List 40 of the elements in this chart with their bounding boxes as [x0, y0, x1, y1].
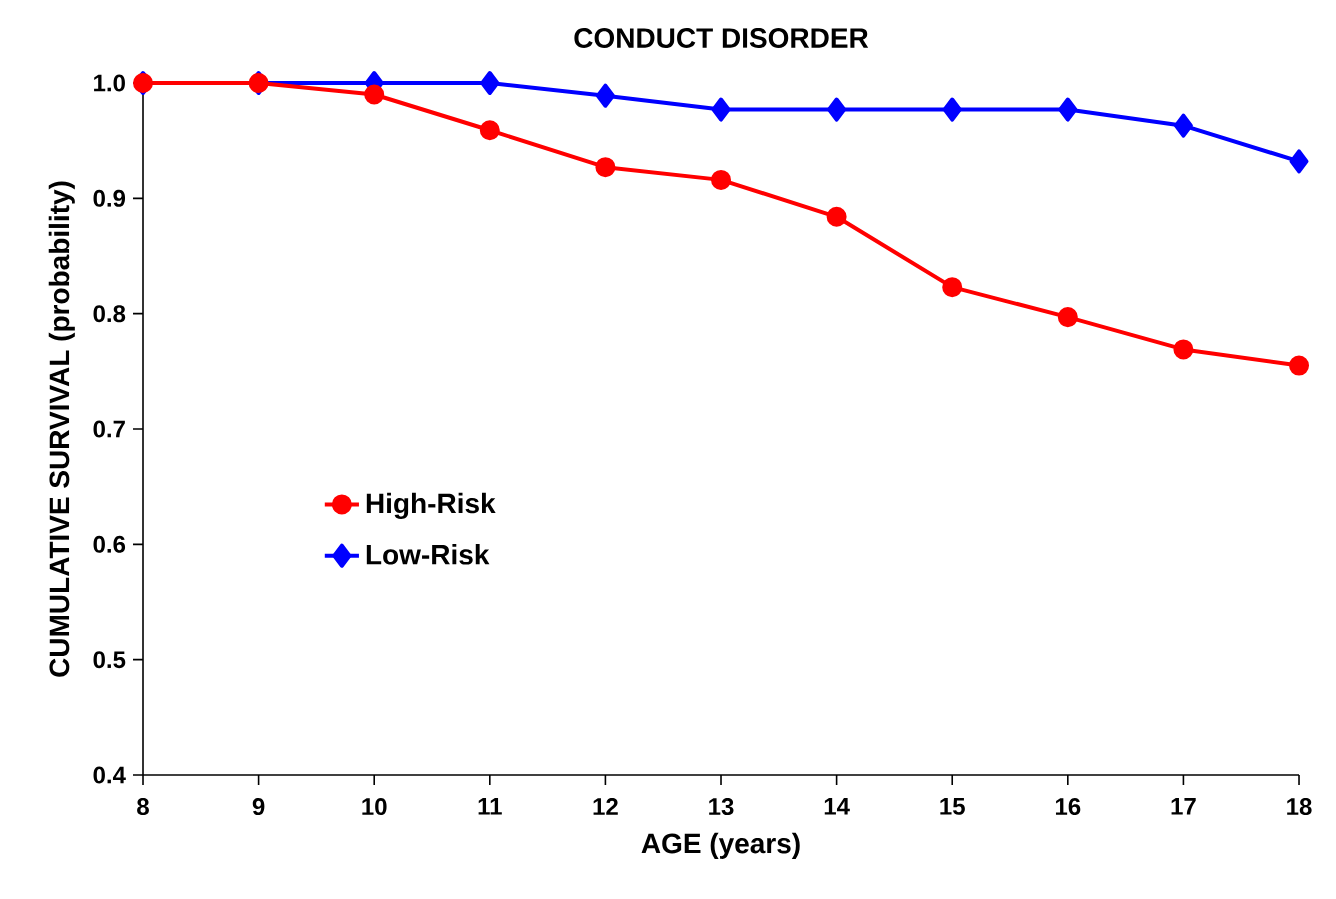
y-tick-label: 0.6: [93, 535, 126, 553]
point: [711, 169, 732, 190]
point: [826, 206, 847, 227]
point: [942, 97, 962, 122]
point: [1289, 149, 1309, 174]
point: [595, 83, 615, 108]
point: [1173, 113, 1193, 138]
chart-title: CONDUCT DISORDER: [574, 28, 869, 48]
point: [595, 157, 616, 178]
point: [942, 277, 963, 298]
legend-label: High-Risk: [366, 492, 496, 519]
y-tick-label: 0.7: [93, 420, 125, 438]
y-tick-label: 0.4: [93, 766, 126, 784]
x-tick-label: 13: [709, 798, 734, 816]
legend-label: Low-Risk: [366, 544, 490, 565]
point: [480, 71, 500, 95]
point: [1173, 339, 1194, 360]
x-tick-label: 10: [362, 798, 387, 816]
y-axis-title: CUMULATIVE SURVIVAL (probability): [48, 181, 75, 677]
y-tick-label: 0.9: [93, 189, 126, 207]
point: [827, 97, 847, 122]
x-tick-label: 18: [1287, 798, 1312, 816]
point: [1289, 355, 1310, 376]
y-tick-label: 1.0: [94, 74, 125, 92]
x-tick-label: 8: [137, 798, 149, 816]
x-tick-label: 12: [593, 798, 618, 815]
point: [1057, 307, 1078, 328]
x-tick-label: 15: [940, 798, 965, 815]
x-tick-label: 14: [824, 798, 850, 815]
x-tick-label: 16: [1055, 798, 1081, 816]
y-tick-label: 0.8: [93, 305, 126, 323]
point: [711, 97, 731, 122]
point: [364, 84, 385, 105]
point: [1058, 97, 1078, 122]
x-tick-label: 17: [1171, 798, 1196, 815]
x-tick-label: 11: [478, 798, 502, 815]
point: [479, 120, 500, 141]
x-tick-label: 9: [252, 798, 265, 816]
x-axis-title: AGE (years): [641, 832, 800, 859]
y-tick-label: 0.5: [93, 651, 126, 669]
